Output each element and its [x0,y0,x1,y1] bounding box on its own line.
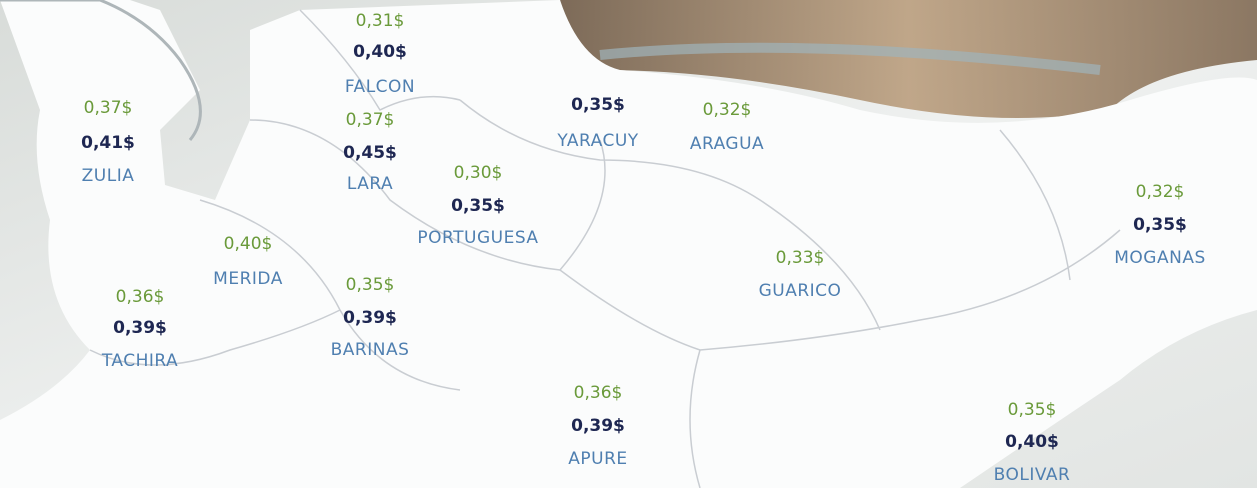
dark-price: 0,35$ [571,95,625,115]
dark-price: 0,45$ [343,143,397,163]
green-price: 0,33$ [776,248,825,268]
dark-price: 0,39$ [571,416,625,436]
region-name: MOGANAS [1114,248,1206,268]
green-price: 0,35$ [1008,400,1057,420]
region-name: YARACUY [556,131,638,151]
region-name: TACHIRA [101,351,178,371]
border [249,119,606,271]
border [89,309,341,366]
region-name: ARAGUA [690,134,764,154]
coast [0,0,202,141]
region-name: GUARICO [759,281,842,301]
sea-shape [560,0,1257,118]
region-name: FALCON [345,77,415,97]
green-price: 0,36$ [116,287,165,307]
region-name: PORTUGUESA [417,228,538,248]
dark-price: 0,39$ [113,318,167,338]
dark-price: 0,41$ [81,133,135,153]
green-price: 0,36$ [574,383,623,403]
green-price: 0,40$ [224,234,273,254]
labels: 0,31$ 0,40$ FALCON 0,37$ 0,41$ ZULIA 0,37$ 0,45… [81,11,1206,485]
border [559,229,1121,351]
dark-price: 0,40$ [1005,432,1059,452]
region-name: APURE [568,449,627,469]
region-name: ZULIA [82,166,135,186]
sea-stripe [599,42,1101,75]
green-price: 0,31$ [356,11,405,31]
border [299,9,461,111]
green-price: 0,32$ [703,100,752,120]
green-price: 0,30$ [454,163,503,183]
region-name: LARA [347,174,393,194]
dark-price: 0,40$ [353,42,407,62]
green-price: 0,37$ [346,110,395,130]
border [459,99,881,331]
region-name: BOLIVAR [994,465,1071,485]
region-name: BARINAS [331,340,410,360]
dark-price: 0,35$ [1133,215,1187,235]
border [999,129,1071,281]
region-name: MERIDA [213,269,283,289]
green-price: 0,32$ [1136,182,1185,202]
dark-price: 0,39$ [343,308,397,328]
border [689,349,701,488]
green-price: 0,37$ [84,98,133,118]
green-price: 0,35$ [346,275,395,295]
dark-price: 0,35$ [451,196,505,216]
